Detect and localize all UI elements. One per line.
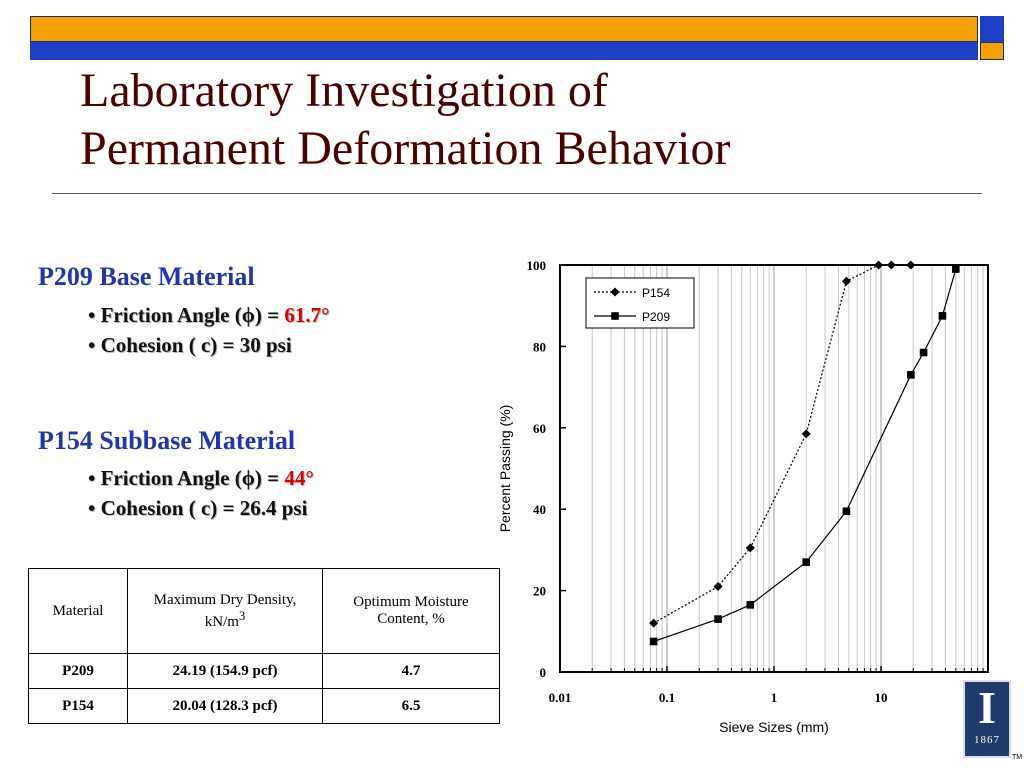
corner-accent-blue bbox=[980, 16, 1004, 42]
chart-grid bbox=[559, 265, 984, 672]
x-tick-label: 1 bbox=[771, 690, 778, 705]
cell-density: 24.19 (154.9 pcf) bbox=[127, 653, 323, 689]
data-point-p209 bbox=[802, 558, 811, 566]
x-axis-label: Sieve Sizes (mm) bbox=[719, 719, 829, 735]
cell-moisture: 4.7 bbox=[322, 653, 500, 689]
x-tick-label: 0.01 bbox=[549, 690, 572, 705]
table-row: P154 20.04 (128.3 pcf) 6.5 bbox=[28, 688, 500, 724]
y-tick-label: 100 bbox=[527, 258, 547, 273]
header-density-text: Maximum Dry Density, kN/m bbox=[153, 591, 297, 630]
title-line-2: Permanent Deformation Behavior bbox=[80, 121, 731, 175]
y-tick-label: 20 bbox=[533, 584, 546, 599]
base-friction-angle: • Friction Angle (ϕ) = 61.7° bbox=[88, 303, 329, 328]
chart-legend: P154 P209 bbox=[585, 277, 695, 329]
data-point-p154 bbox=[713, 582, 723, 592]
data-point-p154 bbox=[745, 543, 755, 553]
logo-year: 1867 bbox=[974, 734, 1000, 746]
y-axis-label: Percent Passing (%) bbox=[497, 405, 513, 533]
data-point-p209 bbox=[951, 265, 960, 273]
legend-label-p209: P209 bbox=[642, 310, 670, 324]
data-point-p154 bbox=[874, 260, 884, 270]
table-header-row: Material Maximum Dry Density, kN/m3 Opti… bbox=[28, 568, 500, 654]
header-optimum-moisture: Optimum Moisture Content, % bbox=[322, 568, 500, 654]
subbase-material-heading: P154 Subbase Material bbox=[38, 426, 296, 455]
header-material: Material bbox=[28, 568, 128, 654]
data-point-p154 bbox=[649, 618, 659, 628]
data-point-p154 bbox=[886, 260, 896, 270]
title-divider bbox=[52, 193, 982, 194]
cell-moisture: 6.5 bbox=[322, 688, 500, 724]
corner-accent-orange bbox=[980, 42, 1004, 60]
subbase-cohesion: • Cohesion ( c) = 26.4 psi bbox=[88, 496, 308, 520]
legend-marker-p209 bbox=[611, 312, 619, 320]
slide-title: Laboratory Investigation of Permanent De… bbox=[80, 62, 730, 177]
legend-marker-p154 bbox=[610, 287, 620, 297]
base-cohesion: • Cohesion ( c) = 30 psi bbox=[88, 333, 292, 357]
top-accent-stripe bbox=[30, 42, 978, 60]
data-point-p209 bbox=[919, 348, 928, 357]
x-tick-label: 0.1 bbox=[659, 690, 675, 705]
top-accent-bar bbox=[30, 16, 978, 42]
university-logo: I 1867 bbox=[963, 680, 1011, 758]
legend-label-p154: P154 bbox=[642, 286, 670, 300]
header-max-dry-density: Maximum Dry Density, kN/m3 bbox=[127, 568, 323, 654]
subbase-friction-angle: • Friction Angle (ϕ) = 44° bbox=[88, 466, 314, 491]
y-tick-label: 60 bbox=[533, 421, 546, 436]
title-line-1: Laboratory Investigation of bbox=[80, 64, 608, 117]
base-material-heading: P209 Base Material bbox=[38, 262, 255, 291]
y-tick-label: 0 bbox=[540, 665, 547, 680]
data-point-p154 bbox=[906, 260, 916, 270]
trademark-mark: TM bbox=[1012, 754, 1023, 761]
subbase-friction-label: • Friction Angle (ϕ) = bbox=[88, 466, 285, 490]
data-point-p209 bbox=[746, 601, 755, 609]
material-properties-table: Material Maximum Dry Density, kN/m3 Opti… bbox=[28, 568, 500, 724]
data-point-p154 bbox=[801, 429, 811, 439]
base-friction-label: • Friction Angle (ϕ) = bbox=[88, 303, 285, 327]
chart-series bbox=[649, 260, 960, 646]
cell-material: P154 bbox=[28, 688, 128, 724]
data-point-p209 bbox=[907, 371, 915, 379]
data-point-p209 bbox=[649, 637, 658, 646]
y-tick-label: 80 bbox=[533, 339, 546, 354]
header-density-superscript: 3 bbox=[238, 608, 246, 623]
base-friction-value: 61.7° bbox=[284, 303, 330, 327]
legend-box bbox=[585, 277, 695, 329]
chart-axis-ticks: 0.010.1110100020406080100 bbox=[527, 258, 998, 705]
cell-material: P209 bbox=[28, 653, 128, 689]
logo-letter: I bbox=[978, 682, 996, 733]
table-row: P209 24.19 (154.9 pcf) 4.7 bbox=[28, 653, 500, 689]
data-point-p209 bbox=[714, 615, 722, 623]
data-point-p209 bbox=[938, 312, 947, 320]
subbase-friction-value: 44° bbox=[284, 466, 314, 490]
data-point-p209 bbox=[842, 507, 851, 516]
data-point-p154 bbox=[841, 276, 851, 286]
cell-density: 20.04 (128.3 pcf) bbox=[127, 688, 323, 724]
x-tick-label: 10 bbox=[875, 690, 888, 705]
y-tick-label: 40 bbox=[533, 502, 546, 517]
